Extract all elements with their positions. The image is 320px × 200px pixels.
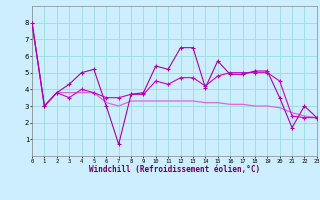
X-axis label: Windchill (Refroidissement éolien,°C): Windchill (Refroidissement éolien,°C) [89, 165, 260, 174]
